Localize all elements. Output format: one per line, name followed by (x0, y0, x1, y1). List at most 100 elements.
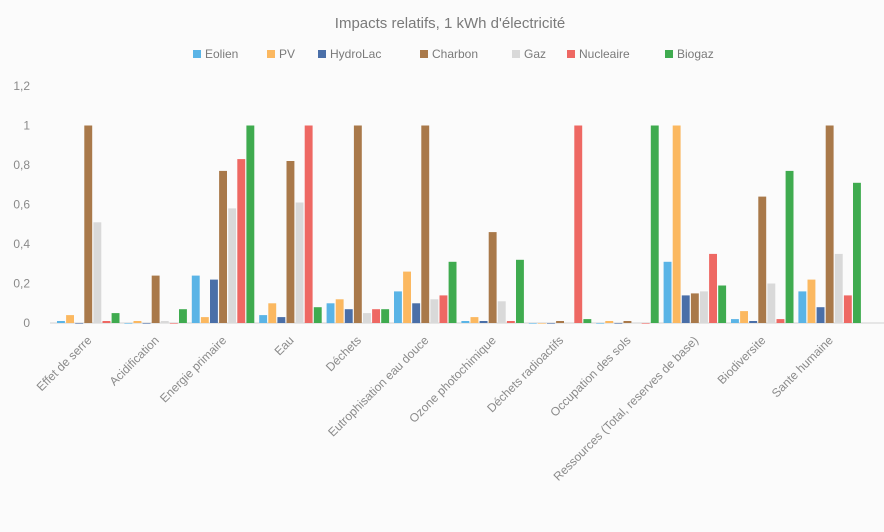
y-axis: 0 0,2 0,4 0,6 0,8 1 1,2 (13, 79, 30, 330)
y-tick-label: 0,2 (13, 277, 30, 291)
bar-nucleaire (304, 125, 313, 323)
bar-biogaz (785, 170, 794, 323)
bar-pv (133, 321, 142, 323)
bar-nucleaire (237, 159, 246, 323)
bar-eolien (596, 323, 605, 324)
legend-swatch (318, 50, 326, 58)
bar-hydrolac (412, 303, 421, 324)
bar-gaz (497, 301, 506, 323)
bar-charbon (219, 170, 227, 323)
bar-hydrolac (749, 321, 758, 323)
bar-nucleaire (709, 253, 717, 323)
bar-pv (807, 279, 816, 323)
bar-eolien (57, 321, 65, 323)
bar-biogaz (448, 261, 457, 323)
bar-pv (672, 125, 681, 323)
bar-gaz (363, 313, 371, 323)
bar-nucleaire (843, 295, 852, 323)
bar-gaz (632, 323, 641, 324)
legend-label: HydroLac (330, 47, 381, 61)
bar-charbon (623, 321, 632, 323)
legend-item-nucleaire: Nucleaire (567, 47, 630, 61)
bar-biogaz (650, 125, 659, 323)
y-tick-label: 1 (23, 119, 30, 133)
x-tick-label: Energie primaire (157, 333, 229, 405)
category-group-biodiversite (731, 170, 794, 323)
bar-nucleaire (574, 125, 583, 323)
bar-hydrolac (344, 309, 353, 323)
bar-pv (537, 323, 546, 324)
bar-hydrolac (547, 323, 555, 324)
legend-label: PV (279, 47, 295, 61)
legend-swatch (267, 50, 275, 58)
bar-charbon (421, 125, 430, 323)
legend-item-gaz: Gaz (512, 47, 546, 61)
bar-charbon (758, 196, 767, 323)
bar-eolien (731, 319, 739, 323)
bar-charbon (286, 161, 295, 323)
legend-item-biogaz: Biogaz (665, 47, 714, 61)
legend-label: Charbon (432, 47, 478, 61)
y-tick-label: 0,8 (13, 158, 30, 172)
x-tick-label: Biodiversite (715, 333, 769, 387)
bar-pv (740, 311, 748, 323)
category-group-effet-de-serre (57, 125, 120, 324)
legend-swatch (193, 50, 201, 58)
bars (57, 125, 861, 324)
legend-label: Biogaz (677, 47, 714, 61)
bar-biogaz (179, 309, 187, 323)
bar-gaz (160, 321, 169, 323)
category-group-dechets-radioactifs (528, 125, 592, 324)
bar-nucleaire (506, 321, 515, 323)
bar-eolien (663, 261, 672, 323)
y-tick-label: 0,4 (13, 237, 30, 251)
bar-biogaz (111, 313, 120, 323)
legend-swatch (567, 50, 575, 58)
x-tick-label: Sante humaine (769, 333, 836, 400)
legend-swatch (665, 50, 673, 58)
legend-item-charbon: Charbon (420, 47, 478, 61)
bar-nucleaire (776, 319, 785, 323)
bar-hydrolac (614, 323, 623, 324)
legend-item-hydrolac: HydroLac (318, 47, 381, 61)
legend: Eolien PV HydroLac Charbon Gaz Nucleaire Bioga… (193, 47, 714, 61)
bar-eolien (798, 291, 807, 323)
legend-label: Nucleaire (579, 47, 630, 61)
legend-item-pv: PV (267, 47, 295, 61)
bar-pv (605, 321, 614, 323)
bar-hydrolac (816, 307, 825, 323)
bar-charbon (825, 125, 834, 323)
bar-eolien (394, 291, 402, 323)
x-tick-label: Acidification (107, 333, 162, 388)
bar-hydrolac (142, 323, 151, 324)
bar-hydrolac (277, 317, 286, 323)
bar-gaz (228, 208, 237, 323)
category-group-sante-humaine (798, 125, 861, 323)
bar-eolien (191, 275, 200, 323)
bar-biogaz (583, 319, 592, 323)
bar-gaz (767, 283, 776, 323)
bar-gaz (834, 253, 843, 323)
bar-charbon (556, 321, 564, 323)
y-tick-label: 0 (23, 316, 30, 330)
bar-nucleaire (372, 309, 380, 323)
chart-title: Impacts relatifs, 1 kWh d'électricité (335, 15, 565, 32)
bar-charbon (84, 125, 93, 323)
bar-nucleaire (169, 323, 178, 324)
category-group-ozone-photochimique (461, 232, 524, 323)
category-group-occupation-des-sols (596, 125, 659, 324)
bar-hydrolac (210, 279, 218, 323)
bar-eolien (528, 323, 537, 324)
bar-biogaz (381, 309, 390, 323)
category-group-acidification (124, 275, 187, 324)
x-tick-label: Ressources (Total, reserves de base) (551, 333, 701, 483)
bar-eolien (461, 321, 470, 323)
bar-hydrolac (479, 321, 488, 323)
x-tick-label: Déchets (323, 333, 364, 374)
category-group-ressources-total-reserves-de-base (663, 125, 727, 323)
bar-eolien (326, 303, 335, 324)
bar-pv (403, 271, 411, 323)
